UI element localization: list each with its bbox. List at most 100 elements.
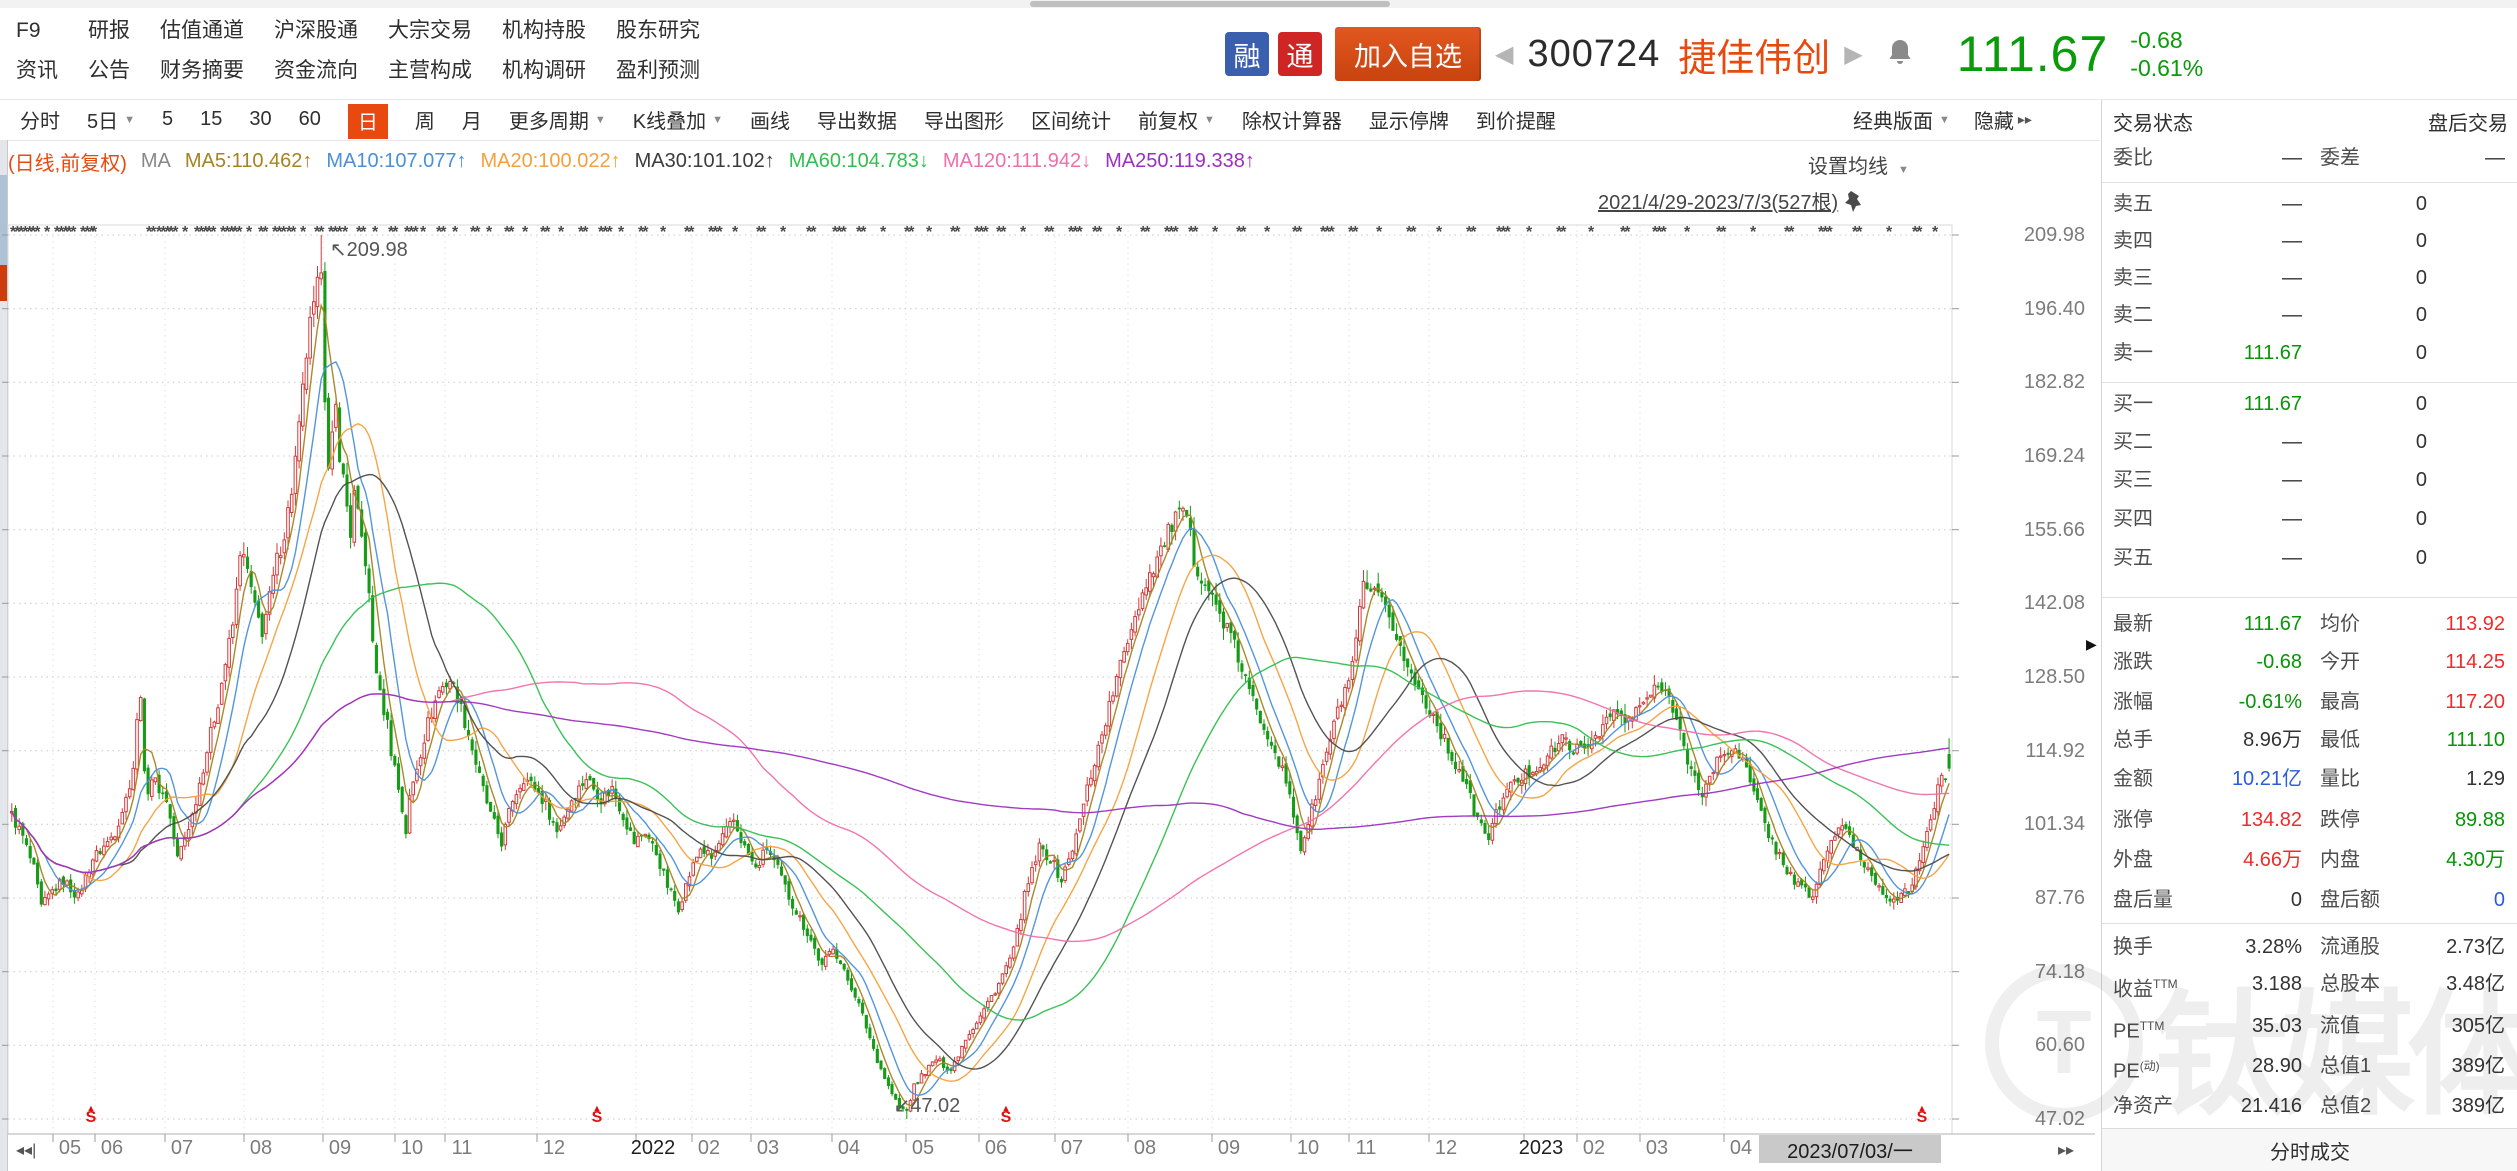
news-event-icon[interactable]: ** [684,224,695,241]
news-event-icon[interactable]: ** [168,224,179,241]
news-event-icon[interactable]: *** [54,224,69,241]
toolbar-item-60[interactable]: 60 [299,100,321,139]
toolbar-item-K线叠加[interactable]: K线叠加 ▼ [633,100,723,139]
news-event-icon[interactable]: ** [1466,224,1477,241]
toolbar-item-周[interactable]: 周 [415,100,435,139]
set-ma-button[interactable]: 设置均线 ▼ [1808,156,1909,178]
news-event-icon[interactable]: * [660,224,666,241]
news-event-icon[interactable]: ** [146,224,157,241]
news-event-icon[interactable]: ** [1852,224,1863,241]
news-event-icon[interactable]: *** [1164,224,1179,241]
news-event-icon[interactable]: ** [996,224,1007,241]
menu-item-股东研究[interactable]: 股东研究 [616,19,700,42]
news-event-icon[interactable]: * [372,224,378,241]
news-event-icon[interactable]: * [1436,224,1442,241]
dividend-marker-icon[interactable]: ▲ S [589,1104,605,1126]
news-event-icon[interactable]: *** [1818,224,1833,241]
news-event-icon[interactable]: ** [756,224,767,241]
ask-row[interactable]: 卖一 111.67 0 [2102,340,2517,367]
bid-row[interactable]: 买二 — 0 [2102,429,2517,456]
toolbar-item-5日[interactable]: 5日 ▼ [87,100,135,139]
news-event-icon[interactable]: * [1526,224,1532,241]
news-event-icon[interactable]: ** [1716,224,1727,241]
news-event-icon[interactable]: ** [388,224,399,241]
news-event-icon[interactable]: * [420,224,426,241]
news-event-icon[interactable]: * [1684,224,1690,241]
news-event-icon[interactable]: *** [708,224,723,241]
ask-row[interactable]: 卖四 — 0 [2102,228,2517,255]
dividend-marker-icon[interactable]: ▲ S [83,1104,99,1126]
toolbar-item-导出图形[interactable]: 导出图形 [924,100,1004,139]
news-event-icon[interactable]: ** [904,224,915,241]
news-event-icon[interactable]: * [1020,224,1026,241]
news-event-icon[interactable]: ** [30,224,41,241]
news-event-icon[interactable]: * [1376,224,1382,241]
news-event-icon[interactable]: ** [1236,224,1247,241]
news-event-icon[interactable]: ** [356,224,367,241]
news-event-icon[interactable]: *** [832,224,847,241]
scroll-right-control[interactable]: ▸▸ [2058,1142,2075,1159]
news-event-icon[interactable]: * [246,224,252,241]
toolbar-item-导出数据[interactable]: 导出数据 [817,100,897,139]
bid-row[interactable]: 买四 — 0 [2102,506,2517,533]
news-event-icon[interactable]: *** [194,224,209,241]
news-event-icon[interactable]: ** [66,224,77,241]
news-event-icon[interactable]: * [452,224,458,241]
news-event-icon[interactable]: ** [10,224,21,241]
news-event-icon[interactable]: *** [156,224,171,241]
news-event-icon[interactable]: ** [258,224,269,241]
toolbar-item-区间统计[interactable]: 区间统计 [1031,100,1111,139]
news-event-icon[interactable]: *** [598,224,613,241]
news-event-icon[interactable]: ** [1044,224,1055,241]
left-strip-active[interactable] [0,265,7,301]
menu-item-主营构成[interactable]: 主营构成 [388,59,472,82]
news-event-icon[interactable]: *** [1652,224,1667,241]
bid-row[interactable]: 买五 — 0 [2102,545,2517,572]
news-event-icon[interactable]: ** [638,224,649,241]
news-event-icon[interactable]: * [926,224,932,241]
news-event-icon[interactable]: * [1264,224,1270,241]
toolbar-item-5[interactable]: 5 [162,100,173,139]
alert-bell-icon[interactable] [1887,38,1913,71]
news-event-icon[interactable]: ** [856,224,867,241]
news-event-icon[interactable]: * [486,224,492,241]
toolbar-item-更多周期[interactable]: 更多周期 ▼ [509,100,606,139]
news-event-icon[interactable]: ** [1348,224,1359,241]
dividend-marker-icon[interactable]: ▲ S [1914,1104,1930,1126]
news-event-icon[interactable]: ** [1620,224,1631,241]
toolbar-item-分时[interactable]: 分时 [20,100,60,139]
toolbar-item-30[interactable]: 30 [249,100,271,139]
news-event-icon[interactable]: *** [80,224,95,241]
menu-item-资讯[interactable]: 资讯 [16,59,58,82]
news-event-icon[interactable]: *** [1496,224,1511,241]
hide-panel-button[interactable]: 隐藏 ▸▸ [1973,111,2032,133]
news-event-icon[interactable]: ** [1556,224,1567,241]
toolbar-item-月[interactable]: 月 [462,100,482,139]
news-event-icon[interactable]: *** [272,224,287,241]
pin-icon[interactable] [1842,189,1864,213]
dividend-marker-icon[interactable]: ▲ S [998,1104,1014,1126]
next-stock-icon[interactable]: ▶ [1844,40,1863,68]
news-event-icon[interactable]: * [342,224,348,241]
connect-badge[interactable]: 通 [1278,32,1322,76]
news-event-icon[interactable]: * [1212,224,1218,241]
menu-item-研报[interactable]: 研报 [88,19,130,42]
top-scrollbar-thumb[interactable] [1030,1,1390,7]
news-event-icon[interactable]: ** [232,224,243,241]
toolbar-item-日[interactable]: 日 [347,104,388,139]
news-event-icon[interactable]: ** [950,224,961,241]
menu-item-机构持股[interactable]: 机构持股 [502,19,586,42]
toolbar-item-显示停牌[interactable]: 显示停牌 [1369,100,1449,139]
menu-item-沪深股通[interactable]: 沪深股通 [274,19,358,42]
news-event-icon[interactable]: * [1932,224,1938,241]
panel-collapse-handle[interactable]: ▶ [2086,636,2097,652]
news-event-icon[interactable]: ** [540,224,551,241]
left-strip-scroll[interactable] [0,175,7,265]
news-event-icon[interactable]: *** [1320,224,1335,241]
news-event-icon[interactable]: *** [328,224,343,241]
tick-trades-tab[interactable]: 分时成交 [2102,1128,2517,1171]
ask-row[interactable]: 卖三 — 0 [2102,265,2517,292]
news-event-icon[interactable]: *** [974,224,989,241]
menu-item-资金流向[interactable]: 资金流向 [274,59,358,82]
toolbar-item-到价提醒[interactable]: 到价提醒 [1476,100,1556,139]
